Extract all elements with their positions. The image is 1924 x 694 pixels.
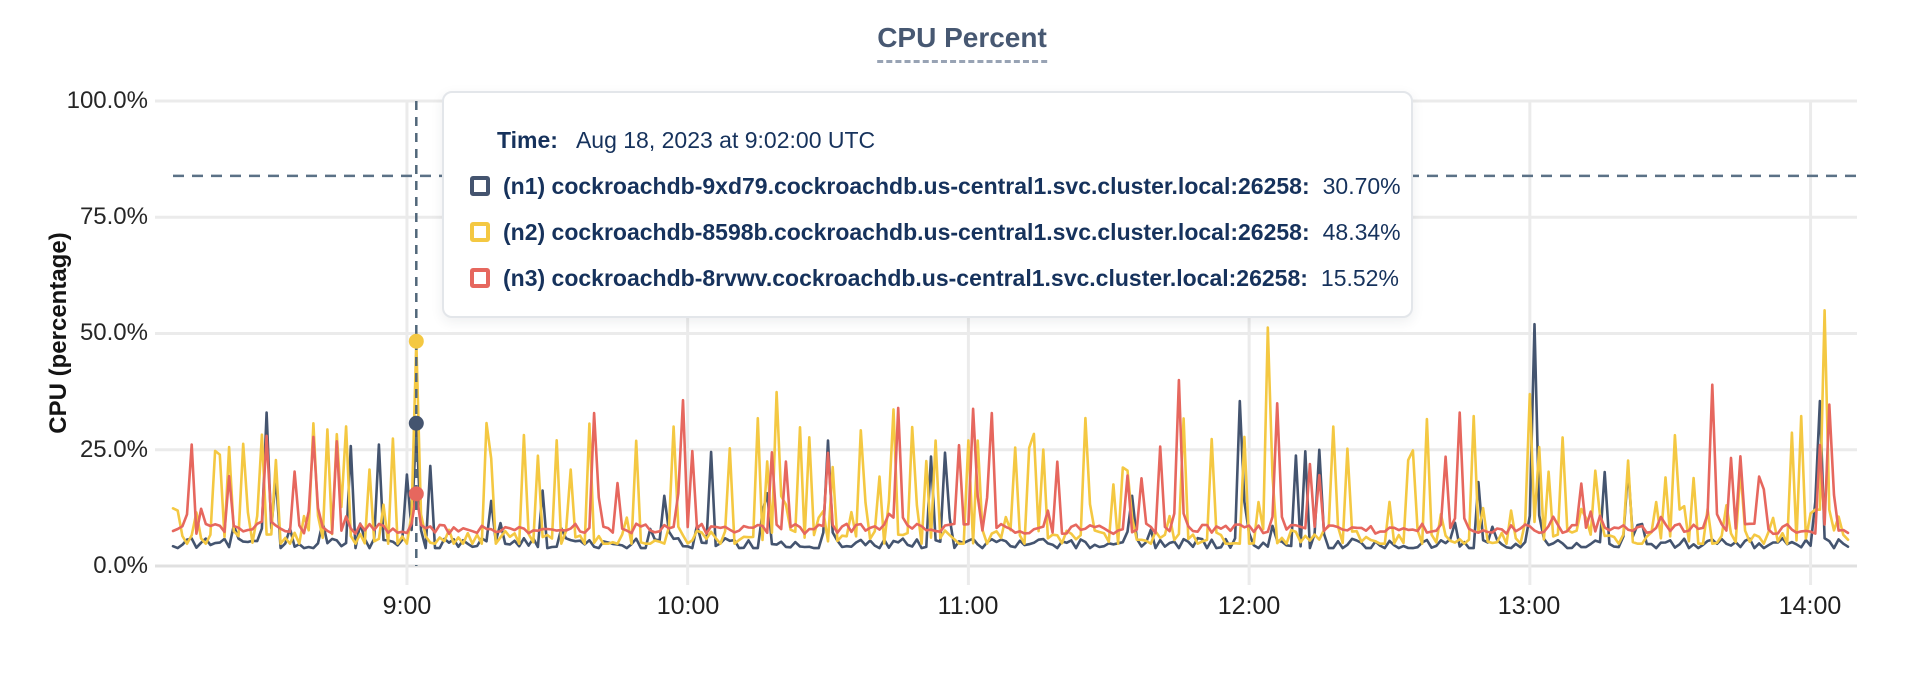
series-value-n3: 15.52% bbox=[1320, 264, 1399, 291]
hover-dot-n2 bbox=[408, 333, 424, 349]
hover-dot-n1 bbox=[408, 415, 424, 431]
x-tick-9: 9:00 bbox=[382, 592, 432, 620]
y-tick-25: 25.0% bbox=[79, 436, 148, 463]
tooltip-row-n3: (n3) cockroachdb-8rvwv.cockroachdb.us-ce… bbox=[470, 255, 1399, 301]
tooltip-row-n1: (n1) cockroachdb-9xd79.cockroachdb.us-ce… bbox=[470, 163, 1401, 209]
series-value-n2: 48.34% bbox=[1322, 218, 1401, 245]
tooltip-time-label: Time: bbox=[497, 126, 558, 153]
x-tick-14: 14:00 bbox=[1778, 592, 1842, 620]
y-tick-75: 75.0% bbox=[79, 203, 148, 230]
tooltip-row-n2: (n2) cockroachdb-8598b.cockroachdb.us-ce… bbox=[470, 209, 1401, 255]
x-tick-10: 10:00 bbox=[656, 592, 720, 620]
series-line-n2 bbox=[171, 309, 1850, 545]
tooltip-time-value: Aug 18, 2023 at 9:02:00 UTC bbox=[575, 126, 876, 153]
series-line-n3 bbox=[171, 378, 1850, 536]
series-name-n1: (n1) cockroachdb-9xd79.cockroachdb.us-ce… bbox=[503, 172, 1310, 199]
x-tick-11: 11:00 bbox=[937, 592, 999, 620]
series-name-n2: (n2) cockroachdb-8598b.cockroachdb.us-ce… bbox=[503, 218, 1310, 245]
tooltip-time-row: Time: Aug 18, 2023 at 9:02:00 UTC bbox=[497, 125, 1391, 155]
legend-square-n3 bbox=[470, 268, 490, 288]
legend-square-n1 bbox=[470, 176, 490, 196]
y-tick-100: 100.0% bbox=[66, 87, 148, 114]
hover-dot-n3 bbox=[408, 486, 424, 502]
x-tick-12: 12:00 bbox=[1217, 592, 1281, 620]
hover-tooltip: Time: Aug 18, 2023 at 9:02:00 UTC (n1) c… bbox=[442, 91, 1413, 318]
legend-square-n2 bbox=[470, 222, 490, 242]
y-tick-0: 0.0% bbox=[93, 552, 148, 579]
y-tick-50: 50.0% bbox=[79, 319, 148, 346]
x-tick-13: 13:00 bbox=[1497, 592, 1561, 620]
series-value-n1: 30.70% bbox=[1322, 172, 1401, 199]
chart-title[interactable]: CPU Percent bbox=[877, 22, 1047, 63]
series-name-n3: (n3) cockroachdb-8rvwv.cockroachdb.us-ce… bbox=[503, 264, 1308, 291]
